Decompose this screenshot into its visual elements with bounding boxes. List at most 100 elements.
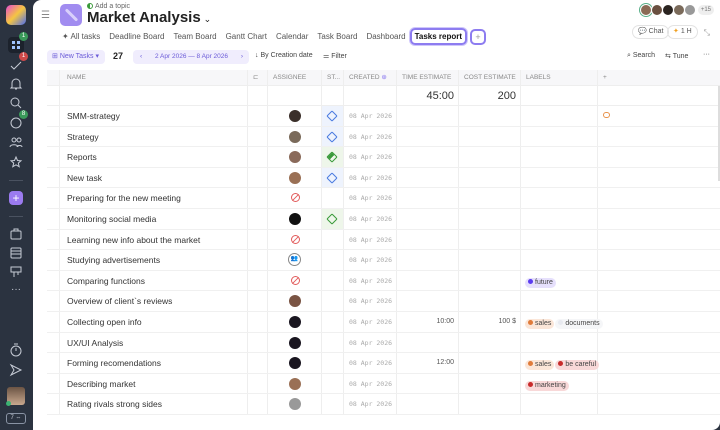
- home-grid-icon[interactable]: 1: [8, 32, 28, 53]
- assignee-avatar[interactable]: [289, 357, 301, 370]
- send-icon[interactable]: [8, 362, 24, 378]
- label-chip[interactable]: be careful: [555, 360, 600, 371]
- time-estimate[interactable]: [397, 147, 459, 167]
- labels-cell[interactable]: [521, 106, 598, 126]
- cost-estimate[interactable]: [459, 291, 521, 311]
- status-cell[interactable]: [322, 208, 344, 229]
- no-assignee-icon[interactable]: [291, 275, 300, 285]
- column-cost-estimate[interactable]: COST ESTIMATE: [459, 70, 521, 85]
- labels-cell[interactable]: future: [521, 270, 598, 291]
- board-icon[interactable]: [8, 264, 24, 280]
- task-name[interactable]: UX/UI Analysis: [60, 332, 248, 353]
- tab-tasks-report[interactable]: Tasks report: [409, 28, 468, 45]
- status-done-icon[interactable]: [326, 213, 338, 225]
- assignee-avatar[interactable]: [289, 110, 301, 122]
- assignee-avatar[interactable]: [289, 151, 301, 164]
- status-open-icon[interactable]: [326, 130, 338, 143]
- task-name[interactable]: Studying advertisements: [60, 250, 248, 270]
- assignee-cell[interactable]: [268, 291, 322, 311]
- search-button[interactable]: ⌕ Search: [627, 52, 656, 59]
- table-row[interactable]: Reports 08 Apr 2026: [47, 147, 720, 168]
- cost-estimate[interactable]: [459, 106, 521, 126]
- task-name[interactable]: Collecting open info: [60, 311, 248, 332]
- chat-icon[interactable]: 8: [8, 110, 28, 131]
- task-name[interactable]: Rating rivals strong sides: [60, 394, 248, 414]
- assignee-cell[interactable]: [268, 229, 322, 250]
- table-row[interactable]: Forming recomendations 08 Apr 2026 12:00…: [47, 353, 720, 374]
- status-in-progress-icon[interactable]: [326, 151, 338, 163]
- column-name[interactable]: NAME: [60, 70, 248, 85]
- add-view-button[interactable]: +: [470, 28, 487, 45]
- labels-cell[interactable]: [521, 229, 598, 250]
- status-cell[interactable]: [322, 188, 344, 208]
- status-open-icon[interactable]: [326, 110, 338, 122]
- new-tasks-dropdown[interactable]: ⊞ New Tasks ▾: [47, 50, 105, 64]
- status-cell[interactable]: [322, 394, 344, 414]
- time-estimate[interactable]: 12:00: [397, 353, 459, 373]
- cost-estimate[interactable]: [459, 188, 521, 208]
- table-row[interactable]: Describing market 08 Apr 2026 marketing: [47, 373, 720, 395]
- collapse-icon[interactable]: ⤡: [703, 28, 710, 37]
- time-estimate[interactable]: [397, 332, 459, 353]
- no-assignee-icon[interactable]: [291, 234, 300, 244]
- labels-cell[interactable]: sales documents: [521, 311, 603, 332]
- time-estimate[interactable]: [397, 167, 459, 188]
- table-row[interactable]: Rating rivals strong sides 08 Apr 2026: [47, 394, 720, 415]
- project-icon[interactable]: [60, 4, 82, 26]
- assignee-cell[interactable]: [268, 270, 322, 291]
- status-cell[interactable]: [322, 332, 344, 353]
- table-row[interactable]: Learning new info about the market 08 Ap…: [47, 229, 720, 251]
- assignee-avatar[interactable]: [289, 377, 301, 390]
- people-icon[interactable]: [8, 134, 24, 150]
- page-title[interactable]: Market Analysis ⌄: [87, 9, 211, 26]
- task-name[interactable]: Comparing functions: [60, 270, 248, 291]
- cost-estimate[interactable]: [459, 126, 521, 147]
- assignee-cell[interactable]: [268, 394, 322, 414]
- sort-button[interactable]: ↓ By Creation date: [255, 52, 313, 59]
- task-name[interactable]: Overview of client`s reviews: [60, 291, 248, 311]
- column-assignee[interactable]: ASSIGNEE: [268, 70, 322, 85]
- status-cell[interactable]: [322, 126, 344, 147]
- time-estimate[interactable]: [397, 229, 459, 250]
- table-icon[interactable]: [8, 245, 24, 261]
- status-cell[interactable]: [322, 373, 344, 394]
- assignee-avatar[interactable]: [289, 398, 301, 411]
- cost-estimate[interactable]: [459, 250, 521, 270]
- assignee-avatar[interactable]: [289, 336, 301, 349]
- chat-button[interactable]: 💬 Chat: [632, 25, 670, 39]
- task-name[interactable]: Forming recomendations: [60, 353, 248, 373]
- workspace-logo[interactable]: [6, 5, 26, 25]
- task-name[interactable]: SMM-strategy: [60, 106, 248, 126]
- assignee-cell[interactable]: [268, 311, 322, 332]
- labels-cell[interactable]: [521, 167, 598, 188]
- label-chip[interactable]: documents: [555, 318, 603, 329]
- keyboard-shortcut-button[interactable]: 7 ⇔: [6, 413, 26, 424]
- labels-cell[interactable]: [521, 332, 598, 353]
- table-row[interactable]: Comparing functions 08 Apr 2026 future: [47, 270, 720, 292]
- task-name[interactable]: Describing market: [60, 373, 248, 394]
- time-estimate[interactable]: 10:00: [397, 311, 459, 332]
- tab-team-board[interactable]: Team Board: [173, 32, 217, 41]
- tune-button[interactable]: ⇆ Tune: [665, 53, 689, 60]
- cost-estimate[interactable]: [459, 270, 521, 291]
- time-estimate[interactable]: [397, 126, 459, 147]
- add-column-button[interactable]: +: [603, 74, 607, 81]
- assignee-avatar[interactable]: [289, 130, 301, 143]
- tab-all-tasks[interactable]: ✦ All tasks: [62, 32, 101, 41]
- labels-cell[interactable]: [521, 126, 598, 147]
- labels-cell[interactable]: sales be careful: [521, 353, 600, 373]
- time-estimate[interactable]: [397, 250, 459, 270]
- tasks-check-icon[interactable]: 1: [8, 52, 28, 73]
- time-estimate[interactable]: [397, 188, 459, 208]
- label-chip[interactable]: sales: [525, 360, 555, 371]
- menu-icon[interactable]: ☰: [41, 10, 50, 21]
- task-name[interactable]: Reports: [60, 147, 248, 167]
- assignee-avatar[interactable]: [289, 212, 301, 225]
- label-chip[interactable]: sales: [525, 318, 555, 329]
- label-chip[interactable]: future: [525, 277, 556, 288]
- task-name[interactable]: Preparing for the new meeting: [60, 188, 248, 208]
- table-row[interactable]: Strategy 08 Apr 2026: [47, 126, 720, 148]
- status-cell[interactable]: [322, 167, 344, 188]
- tab-task-board[interactable]: Task Board: [317, 32, 358, 41]
- labels-cell[interactable]: [521, 188, 598, 208]
